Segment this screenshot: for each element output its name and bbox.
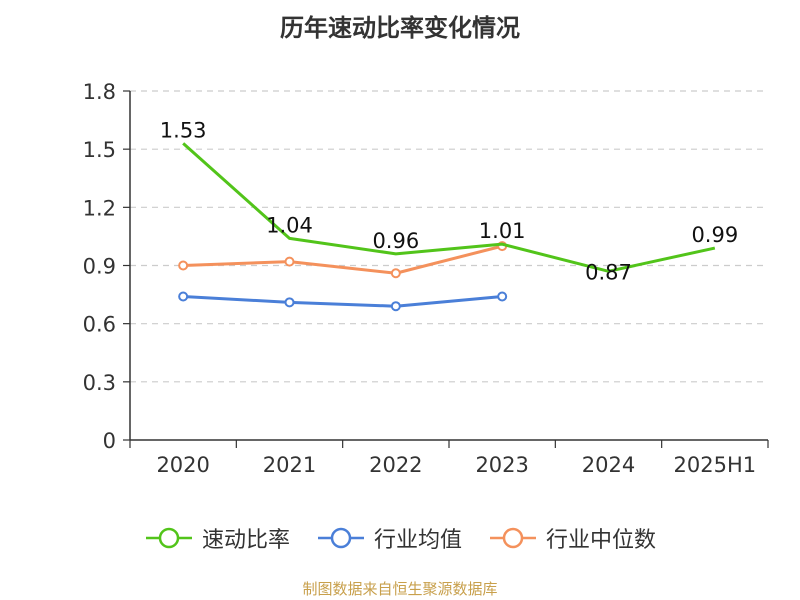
x-tick-label: 2024 [582, 453, 635, 477]
data-point[interactable] [497, 291, 508, 302]
legend-swatch-icon [145, 527, 192, 549]
legend-label: 行业均值 [373, 528, 462, 553]
x-tick-label: 2022 [369, 453, 422, 477]
y-tick-label: 0.6 [83, 313, 116, 337]
x-tick-label: 2020 [156, 453, 209, 477]
source-note: 制图数据来自恒生聚源数据库 [302, 580, 498, 598]
data-label: 0.87 [585, 260, 632, 284]
axes: 0 0.3 0.6 0.9 1.2 1.5 1.8 2020 2021 2022 2023 2024 2… [83, 80, 769, 477]
y-tick-label: 0.3 [83, 371, 116, 395]
legend-item-quick-ratio[interactable]: 速动比率 [144, 522, 290, 554]
legend: 速动比率 行业均值 行业中位数 [0, 518, 800, 558]
data-label: 1.04 [266, 213, 313, 237]
y-tick-label: 1.2 [83, 196, 116, 220]
data-point[interactable] [284, 256, 295, 267]
data-point[interactable] [390, 268, 401, 279]
legend-label: 速动比率 [201, 528, 290, 553]
x-tick-label: 2023 [475, 453, 528, 477]
y-tick-label: 1.8 [83, 80, 116, 104]
legend-label: 行业中位数 [546, 528, 657, 553]
grid-lines [130, 90, 768, 383]
y-tick-label: 0.9 [83, 255, 116, 279]
data-point[interactable] [284, 297, 295, 308]
data-labels: 1.53 1.04 0.96 1.01 0.87 0.99 [160, 118, 738, 284]
series-lines [178, 142, 716, 312]
y-tick-label: 1.5 [83, 138, 116, 162]
legend-item-industry-median[interactable]: 行业中位数 [488, 522, 656, 554]
data-label: 1.53 [160, 118, 207, 142]
y-tick-label: 0 [103, 429, 116, 453]
data-point[interactable] [178, 260, 189, 271]
data-point[interactable] [390, 301, 401, 312]
chart-title: 历年速动比率变化情况 [280, 14, 520, 42]
data-label: 1.01 [479, 219, 526, 243]
legend-swatch-icon [317, 527, 364, 549]
data-point[interactable] [178, 291, 189, 302]
legend-item-industry-mean[interactable]: 行业均值 [316, 522, 462, 554]
series-line-1 [183, 295, 503, 308]
series-line-0 [182, 142, 716, 273]
data-label: 0.99 [691, 223, 738, 247]
x-tick-label: 2021 [263, 453, 316, 477]
series-line-2 [183, 244, 503, 275]
legend-swatch-icon [490, 527, 536, 549]
data-label: 0.96 [372, 229, 419, 253]
x-tick-label: 2025H1 [674, 453, 757, 477]
